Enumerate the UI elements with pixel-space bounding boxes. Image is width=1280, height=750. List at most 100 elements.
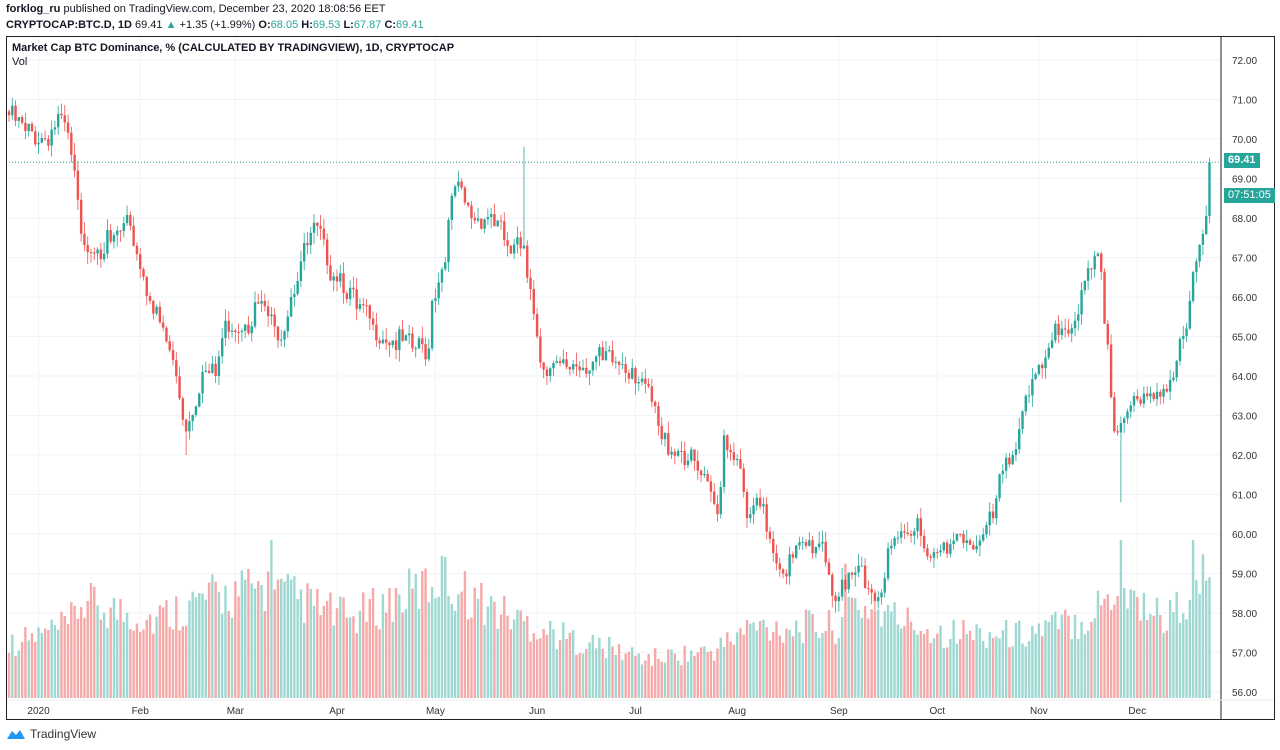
candle-body (811, 540, 814, 554)
volume-bar (1123, 588, 1126, 698)
candle-body (240, 330, 244, 333)
volume-bar (342, 597, 345, 698)
symbol-info: CRYPTOCAP:BTC.D, 1D 69.41 ▲ +1.35 (+1.99… (6, 19, 424, 31)
volume-bar (362, 592, 365, 698)
candle-body (621, 364, 624, 366)
candle-body (1205, 216, 1208, 235)
volume-bar (798, 632, 801, 698)
candle-body (729, 449, 732, 453)
volume-bar (89, 583, 93, 698)
candle-body (522, 245, 526, 249)
volume-bar (1001, 630, 1005, 698)
candle-body (257, 302, 260, 304)
candle-body (447, 220, 450, 263)
volume-bar (706, 651, 709, 698)
candle-body (1119, 422, 1123, 433)
candle-body (358, 304, 362, 309)
candle-body (99, 249, 103, 260)
candle-body (329, 265, 332, 281)
candle-body (17, 117, 21, 121)
volume-bar (985, 647, 988, 698)
candle-body (922, 535, 926, 549)
volume-bar (1145, 620, 1149, 698)
candle-body (565, 359, 568, 367)
volume-bar (312, 605, 316, 698)
candle-body (283, 331, 286, 340)
candle-body (1136, 395, 1139, 400)
candle-body (1178, 338, 1182, 361)
volume-bar (1054, 611, 1057, 698)
candle-body (214, 363, 217, 376)
candle-body (1044, 357, 1047, 369)
volume-bar (437, 596, 440, 698)
candle-body (1139, 399, 1142, 404)
candle-body (995, 498, 998, 519)
volume-bar (1113, 604, 1116, 698)
candle-body (785, 573, 788, 577)
volume-bar (683, 645, 686, 698)
candle-body (680, 450, 683, 452)
volume-bar (1057, 629, 1060, 698)
volume-bar (634, 655, 637, 698)
candle-body (381, 339, 385, 344)
tradingview-logo[interactable]: TradingView (6, 727, 96, 741)
candle-body (857, 565, 860, 573)
candle-body (457, 181, 460, 187)
candle-body (158, 306, 162, 323)
candle-body (444, 262, 447, 270)
candle-body (1050, 340, 1054, 348)
volume-bar (509, 629, 513, 698)
candle-body (112, 235, 116, 242)
candle-body (644, 378, 647, 384)
y-tick-label: 72.00 (1232, 56, 1257, 67)
candle-body (385, 339, 388, 343)
candle-body (404, 335, 408, 341)
candle-body (1123, 418, 1126, 423)
volume-bar (129, 628, 132, 698)
candle-body (296, 280, 299, 295)
candle-body (76, 170, 80, 200)
volume-bar (532, 633, 535, 698)
volume-bar (998, 638, 1001, 698)
candle-body (20, 117, 24, 123)
candle-body (299, 261, 303, 281)
candle-body (470, 205, 473, 218)
volume-bar (1080, 621, 1083, 698)
candle-body (781, 569, 785, 574)
volume-bar (644, 660, 647, 698)
candle-body (188, 421, 191, 432)
volume-bar (243, 579, 247, 698)
candle-body (378, 340, 381, 344)
volume-bar (66, 624, 70, 698)
volume-bar (840, 616, 844, 698)
volume-bar (608, 636, 611, 698)
candle-body (772, 538, 775, 554)
volume-bar (414, 573, 417, 698)
candle-body (168, 341, 171, 351)
price-chart[interactable]: 56.00 57.00 58.00 59.00 60.00 61.00 62.00 63.00… (0, 0, 1280, 722)
candle-body (1175, 360, 1178, 378)
candle-body (594, 356, 598, 362)
y-tick-label: 64.00 (1232, 372, 1257, 383)
candle-body (952, 540, 955, 545)
volume-bar (1096, 590, 1100, 698)
candle-body (47, 139, 50, 146)
volume-bar (972, 639, 975, 698)
candle-body (194, 406, 198, 415)
candle-body (981, 534, 985, 541)
volume-bar (234, 581, 237, 698)
candle-body (1155, 391, 1159, 399)
candle-body (50, 129, 53, 146)
candle-body (178, 376, 181, 399)
volume-bar (968, 630, 972, 698)
candle-body (821, 541, 824, 544)
candle-body (398, 329, 401, 351)
volume-bar (519, 610, 522, 698)
volume-bar (1093, 618, 1096, 698)
volume-bar (444, 557, 447, 698)
candle-body (877, 597, 880, 602)
candle-body (1067, 329, 1070, 334)
candle-body (175, 360, 178, 377)
volume-bar (863, 605, 867, 698)
candle-body (657, 406, 660, 426)
